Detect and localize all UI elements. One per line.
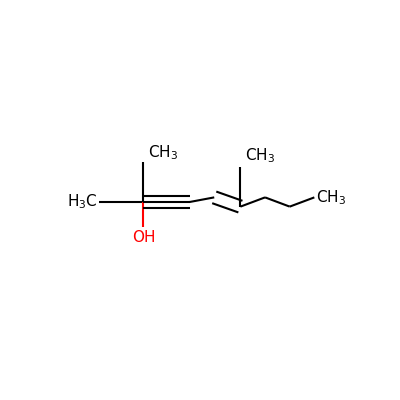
Text: CH$_3$: CH$_3$	[148, 143, 178, 162]
Text: H$_3$C: H$_3$C	[66, 193, 97, 211]
Text: OH: OH	[132, 230, 155, 245]
Text: CH$_3$: CH$_3$	[245, 146, 275, 165]
Text: CH$_3$: CH$_3$	[316, 188, 346, 207]
